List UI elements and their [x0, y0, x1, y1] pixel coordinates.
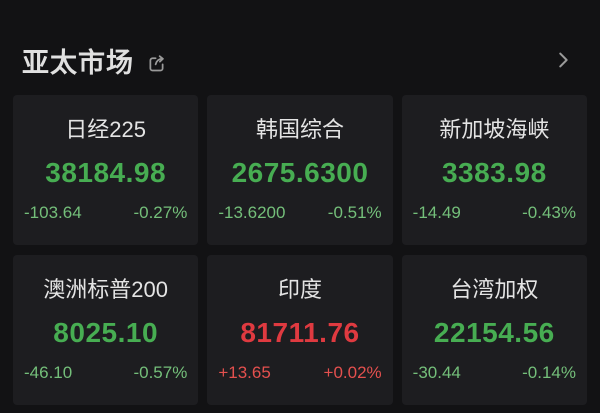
market-card-grid: 日经225 38184.98 -103.64 -0.27% 韩国综合 2675.…: [13, 95, 587, 405]
index-change-row: +13.65 +0.02%: [207, 363, 392, 383]
index-price: 81711.76: [240, 317, 360, 348]
index-name: 印度: [277, 277, 322, 302]
index-price: 8025.10: [53, 317, 159, 348]
index-price: 3383.98: [441, 157, 547, 188]
market-card-taiwan-weighted[interactable]: 台湾加权 22154.56 -30.44 -0.14%: [401, 255, 587, 405]
index-change-row: -13.6200 -0.51%: [207, 203, 392, 223]
index-change-pct: -0.43%: [522, 203, 576, 222]
index-name: 新加坡海峡: [439, 117, 550, 142]
index-change-pct: -0.57%: [133, 363, 188, 382]
index-name: 台湾加权: [450, 277, 539, 302]
index-change-row: -30.44 -0.14%: [402, 363, 587, 383]
market-card-kospi[interactable]: 韩国综合 2675.6300 -13.6200 -0.51%: [207, 95, 393, 245]
share-export-icon[interactable]: [146, 53, 167, 74]
market-card-india-sensex[interactable]: 印度 81711.76 +13.65 +0.02%: [207, 255, 393, 405]
index-change-pct: +0.02%: [323, 363, 382, 382]
index-price: 38184.98: [45, 157, 167, 188]
index-change-pct: -0.14%: [522, 363, 576, 382]
index-change-pct: -0.27%: [133, 203, 188, 222]
index-name: 澳洲标普200: [43, 277, 169, 302]
chevron-right-icon[interactable]: [552, 49, 574, 71]
index-price: 22154.56: [433, 317, 555, 348]
page-title: 亚太市场: [22, 47, 134, 78]
index-change: -13.6200: [218, 203, 286, 222]
index-change: -30.44: [412, 363, 461, 382]
index-name: 韩国综合: [255, 117, 344, 142]
market-card-nikkei225[interactable]: 日经225 38184.98 -103.64 -0.27%: [13, 95, 199, 245]
index-name: 日经225: [65, 117, 147, 142]
index-change: -46.10: [24, 363, 73, 382]
index-change: +13.65: [218, 363, 271, 382]
index-change: -103.64: [24, 203, 82, 222]
index-change-row: -46.10 -0.57%: [13, 363, 198, 383]
index-change-row: -103.64 -0.27%: [13, 203, 198, 223]
market-card-straits-times[interactable]: 新加坡海峡 3383.98 -14.49 -0.43%: [401, 95, 587, 245]
index-change-row: -14.49 -0.43%: [402, 203, 587, 223]
index-change: -14.49: [412, 203, 461, 222]
index-price: 2675.6300: [231, 157, 369, 188]
index-change-pct: -0.51%: [327, 203, 382, 222]
market-card-asx200[interactable]: 澳洲标普200 8025.10 -46.10 -0.57%: [13, 255, 199, 405]
section-header: 亚太市场: [0, 0, 600, 90]
